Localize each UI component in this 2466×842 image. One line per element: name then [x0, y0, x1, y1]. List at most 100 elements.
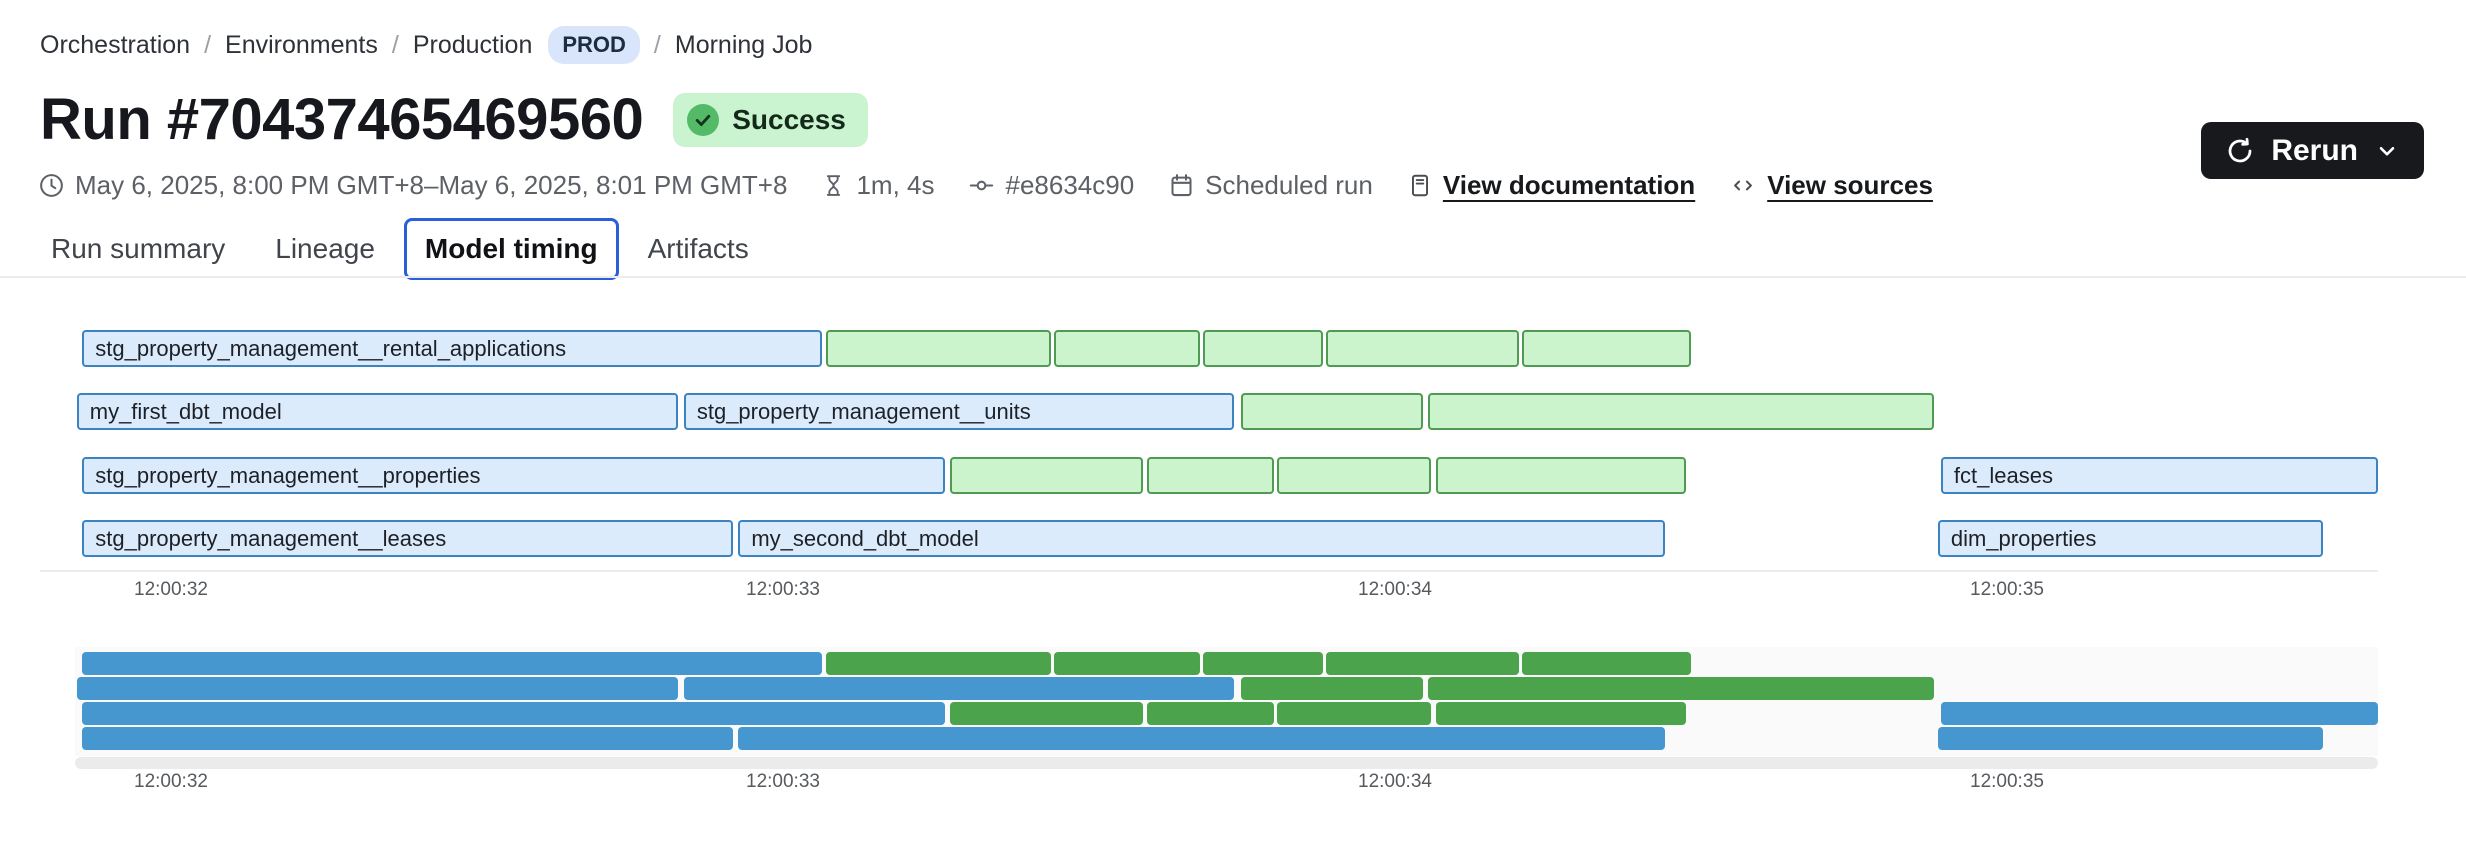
breadcrumb-production[interactable]: Production	[412, 30, 533, 59]
page-title: Run #70437465469560	[40, 87, 644, 152]
gantt-bar[interactable]	[1240, 393, 1424, 430]
calendar-icon	[1171, 174, 1192, 197]
tab-artifacts[interactable]: Artifacts	[627, 218, 770, 280]
view-sources-link[interactable]: View sources	[1729, 170, 1933, 201]
gantt-bar[interactable]	[950, 457, 1143, 494]
minimap-bar	[1428, 677, 1935, 700]
breadcrumb-orchestration[interactable]: Orchestration	[40, 30, 191, 59]
minimap-bar	[1276, 702, 1432, 725]
commit-sha-text: #e8634c90	[1005, 170, 1135, 200]
time-axis-label: 12:00:32	[134, 771, 208, 792]
gantt-bar-stg_property_management__rental_applications[interactable]: stg_property_management__rental_applicat…	[82, 330, 823, 367]
minimap-bar	[82, 727, 733, 750]
rerun-label: Rerun	[2271, 133, 2358, 167]
minimap-bar	[738, 727, 1665, 750]
breadcrumb-separator: /	[653, 30, 661, 59]
minimap-bar	[1240, 677, 1424, 700]
minimap-bar	[683, 677, 1235, 700]
gantt-bar[interactable]	[1522, 330, 1692, 367]
gantt-bar[interactable]	[1325, 330, 1520, 367]
minimap-bar	[950, 702, 1143, 725]
trigger-type: Scheduled run	[1168, 170, 1373, 201]
check-circle-icon	[687, 103, 720, 136]
minimap-bar	[1202, 652, 1323, 675]
minimap-bar	[825, 652, 1052, 675]
environment-badge: PROD	[548, 26, 640, 64]
tab-lineage[interactable]: Lineage	[254, 218, 396, 280]
gantt-bar-label: stg_property_management__properties	[95, 463, 481, 488]
run-meta-row: May 6, 2025, 8:00 PM GMT+8–May 6, 2025, …	[38, 170, 1933, 201]
gantt-bar-label: my_second_dbt_model	[751, 526, 979, 551]
journal-icon	[1411, 174, 1428, 197]
gantt-bar[interactable]	[1436, 457, 1686, 494]
gantt-bar-stg_property_management__units[interactable]: stg_property_management__units	[683, 393, 1235, 430]
gantt-bar-label: stg_property_management__leases	[95, 526, 447, 551]
refresh-icon	[2228, 137, 2252, 162]
git-commit-icon	[970, 180, 994, 191]
clock-icon	[40, 174, 63, 197]
minimap-bar	[1054, 652, 1200, 675]
breadcrumb-separator: /	[204, 30, 212, 59]
gantt-bar-fct_leases[interactable]: fct_leases	[1940, 457, 2378, 494]
time-axis-label: 12:00:35	[1970, 579, 2044, 600]
run-duration-text: 1m, 4s	[856, 170, 935, 200]
gantt-bar-my_first_dbt_model[interactable]: my_first_dbt_model	[76, 393, 678, 430]
time-axis-label: 12:00:33	[746, 579, 820, 600]
breadcrumb: Orchestration / Environments / Productio…	[40, 26, 812, 64]
breadcrumb-environments[interactable]: Environments	[225, 30, 378, 59]
gantt-bar-dim_properties[interactable]: dim_properties	[1937, 520, 2323, 557]
horizontal-scrollbar[interactable]	[75, 757, 2378, 769]
rerun-button[interactable]: Rerun	[2201, 122, 2424, 179]
hourglass-icon	[827, 175, 841, 196]
minimap-bar	[1937, 727, 2323, 750]
gantt-bar[interactable]	[1428, 393, 1935, 430]
commit-ref: #e8634c90	[968, 170, 1134, 201]
gantt-bar-stg_property_management__leases[interactable]: stg_property_management__leases	[82, 520, 733, 557]
time-axis-label: 12:00:34	[1358, 579, 1432, 600]
view-sources-text: View sources	[1767, 170, 1933, 200]
minimap-bar	[82, 652, 823, 675]
tab-bar: Run summary Lineage Model timing Artifac…	[30, 218, 770, 280]
gantt-bar-label: my_first_dbt_model	[89, 399, 282, 424]
minimap-bar	[76, 677, 678, 700]
gantt-bar[interactable]	[1054, 330, 1200, 367]
title-row: Run #70437465469560 Success	[40, 86, 868, 153]
time-axis-label: 12:00:33	[746, 771, 820, 792]
code-icon	[1734, 180, 1753, 191]
tab-model-timing[interactable]: Model timing	[403, 218, 619, 280]
gantt-bar-label: dim_properties	[1950, 526, 2097, 551]
run-duration: 1m, 4s	[821, 170, 934, 201]
time-axis-label: 12:00:32	[134, 579, 208, 600]
chevron-down-icon[interactable]	[2374, 138, 2400, 164]
gantt-bar-my_second_dbt_model[interactable]: my_second_dbt_model	[738, 520, 1665, 557]
minimap-bar	[1522, 652, 1692, 675]
tab-run-summary[interactable]: Run summary	[30, 218, 246, 280]
trigger-type-text: Scheduled run	[1205, 170, 1373, 200]
run-time-range-text: May 6, 2025, 8:00 PM GMT+8–May 6, 2025, …	[75, 170, 788, 200]
gantt-bar[interactable]	[825, 330, 1052, 367]
minimap-bar	[1940, 702, 2378, 725]
time-axis-label: 12:00:34	[1358, 771, 1432, 792]
gantt-bar-label: fct_leases	[1953, 463, 2053, 488]
gantt-bar-label: stg_property_management__units	[696, 399, 1031, 424]
gantt-bar-stg_property_management__properties[interactable]: stg_property_management__properties	[82, 457, 946, 494]
minimap-bar	[82, 702, 946, 725]
time-axis-label: 12:00:35	[1970, 771, 2044, 792]
view-documentation-text: View documentation	[1442, 170, 1696, 200]
breadcrumb-morning-job[interactable]: Morning Job	[674, 30, 813, 59]
gantt-bar[interactable]	[1202, 330, 1323, 367]
status-badge: Success	[673, 92, 868, 147]
run-time-range: May 6, 2025, 8:00 PM GMT+8–May 6, 2025, …	[38, 170, 787, 201]
gantt-bar[interactable]	[1276, 457, 1432, 494]
gantt-bar[interactable]	[1147, 457, 1274, 494]
gantt-bar-label: stg_property_management__rental_applicat…	[95, 336, 567, 361]
minimap-bar	[1436, 702, 1686, 725]
chart-baseline	[40, 570, 2378, 572]
view-documentation-link[interactable]: View documentation	[1407, 170, 1695, 201]
tab-bar-divider	[0, 276, 2466, 278]
status-text: Success	[732, 103, 846, 135]
minimap-bar	[1147, 702, 1274, 725]
